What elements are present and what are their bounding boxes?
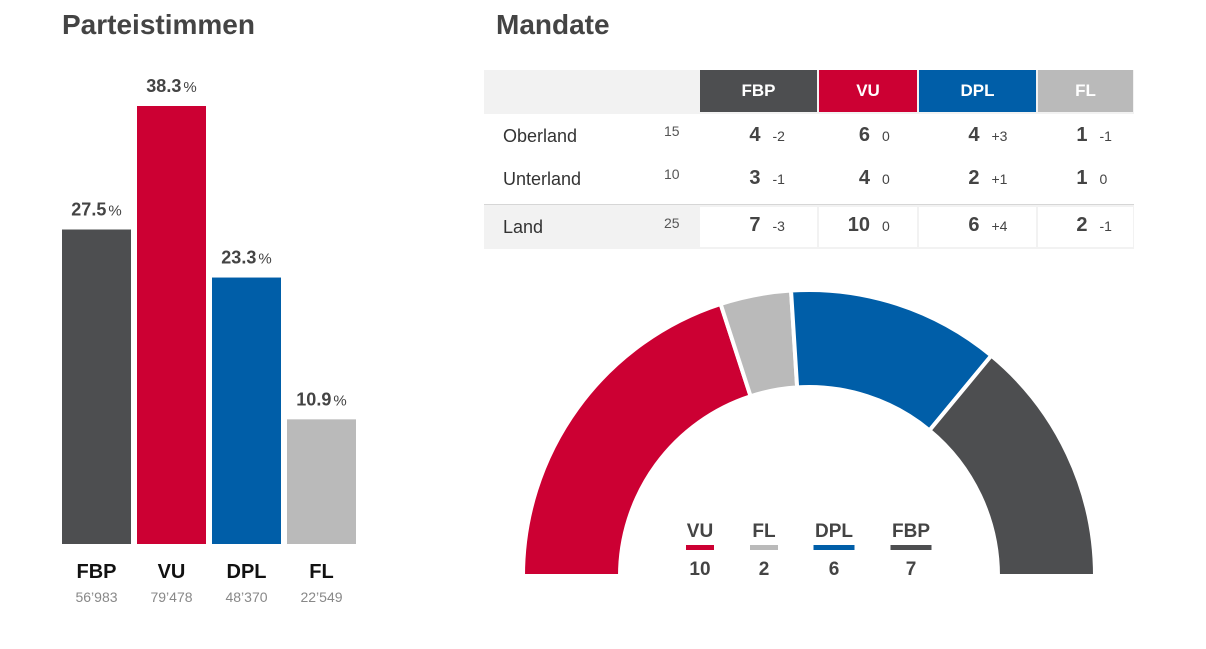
bar-value-label: 27.5% bbox=[71, 200, 121, 220]
diff-dpl: +1 bbox=[991, 171, 1008, 187]
seats-fbp: 7 bbox=[749, 214, 761, 236]
bar-category-label: DPL bbox=[227, 561, 267, 583]
row-total-seats: 25 bbox=[664, 215, 680, 231]
diff-fbp: -2 bbox=[772, 128, 785, 144]
seats-vu: 4 bbox=[858, 167, 870, 189]
seats-vu: 10 bbox=[847, 214, 870, 236]
row-label: Oberland bbox=[503, 126, 578, 146]
legend-swatch bbox=[890, 545, 932, 550]
legend-swatch bbox=[813, 545, 855, 550]
diff-dpl: +4 bbox=[991, 218, 1008, 234]
header-fl: FL bbox=[1038, 70, 1133, 112]
bar-fbp bbox=[62, 229, 131, 544]
bar-votes-label: 79’478 bbox=[150, 589, 192, 605]
cell-background bbox=[919, 207, 1036, 247]
seats-fbp: 3 bbox=[749, 167, 761, 189]
legend-name: DPL bbox=[815, 521, 853, 542]
legend-swatch bbox=[686, 545, 714, 550]
seat-segment-fl bbox=[718, 288, 800, 399]
bar-votes-label: 22’549 bbox=[300, 589, 342, 605]
bar-votes-label: 48’370 bbox=[225, 589, 267, 605]
seats-table: FBP VU DPL FL Oberland 15 4 -2 6 0 4 +3 … bbox=[484, 70, 1134, 249]
cell-background bbox=[1038, 207, 1133, 247]
seats-dpl: 4 bbox=[968, 124, 980, 146]
row-label: Land bbox=[503, 217, 544, 237]
table-header-row: FBP VU DPL FL bbox=[484, 70, 1134, 114]
bar-value-label: 10.9% bbox=[296, 389, 346, 409]
seats-dpl: 2 bbox=[968, 167, 980, 189]
seats-dpl: 6 bbox=[968, 214, 980, 236]
seat-segment-dpl bbox=[788, 288, 995, 434]
seats-fl: 2 bbox=[1076, 214, 1088, 236]
diff-fbp: -3 bbox=[772, 218, 785, 234]
bar-votes-label: 56’983 bbox=[75, 589, 117, 605]
cell-background bbox=[819, 207, 917, 247]
header-vu: VU bbox=[819, 70, 917, 112]
header-dpl: DPL bbox=[919, 70, 1036, 112]
bar-category-label: FL bbox=[309, 561, 333, 583]
bar-value-label: 23.3% bbox=[221, 248, 271, 268]
seats-title: Mandate bbox=[496, 9, 610, 40]
diff-fl: -1 bbox=[1099, 218, 1112, 234]
bar-value-label: 38.3% bbox=[146, 76, 196, 96]
bar-dpl bbox=[212, 277, 281, 544]
seat-segment-fbp bbox=[926, 352, 1098, 578]
bar-category-label: VU bbox=[158, 561, 186, 583]
diff-vu: 0 bbox=[882, 171, 890, 187]
diff-vu: 0 bbox=[882, 218, 890, 234]
legend-value: 2 bbox=[759, 559, 770, 580]
votes-bar-chart: 27.5 % FBP 56’983 38.3 % VU 79’478 23.3 % DPL 48’37… bbox=[62, 76, 356, 605]
bar-vu bbox=[137, 106, 206, 544]
header-fbp: FBP bbox=[700, 70, 817, 112]
legend-value: 10 bbox=[689, 559, 710, 580]
seats-fbp: 4 bbox=[749, 124, 761, 146]
cell-background bbox=[700, 207, 817, 247]
diff-dpl: +3 bbox=[991, 128, 1008, 144]
table-row-land: Land 25 7 -3 10 0 6 +4 2 -1 bbox=[484, 204, 1134, 249]
votes-chart-title: Parteistimmen bbox=[62, 9, 255, 40]
legend-value: 6 bbox=[829, 559, 840, 580]
legend-name: VU bbox=[687, 521, 713, 542]
legend-name: FBP bbox=[892, 521, 930, 542]
legend-value: 7 bbox=[906, 559, 917, 580]
seats-fl: 1 bbox=[1076, 167, 1088, 189]
diff-vu: 0 bbox=[882, 128, 890, 144]
seats-fl: 1 bbox=[1076, 124, 1088, 146]
bar-category-label: FBP bbox=[77, 561, 117, 583]
legend-name: FL bbox=[752, 521, 776, 542]
row-label: Unterland bbox=[503, 169, 582, 189]
row-total-seats: 15 bbox=[664, 123, 680, 139]
diff-fl: -1 bbox=[1099, 128, 1112, 144]
bar-fl bbox=[287, 419, 356, 544]
legend-swatch bbox=[750, 545, 778, 550]
diff-fbp: -1 bbox=[772, 171, 785, 187]
table-row-oberland: Oberland 15 4 -2 6 0 4 +3 1 -1 bbox=[484, 114, 1134, 157]
table-row-unterland: Unterland 10 3 -1 4 0 2 +1 1 0 bbox=[484, 157, 1134, 200]
seats-vu: 6 bbox=[858, 124, 870, 146]
seat-segment-vu bbox=[520, 301, 754, 578]
diff-fl: 0 bbox=[1099, 171, 1108, 187]
row-total-seats: 10 bbox=[664, 166, 680, 182]
